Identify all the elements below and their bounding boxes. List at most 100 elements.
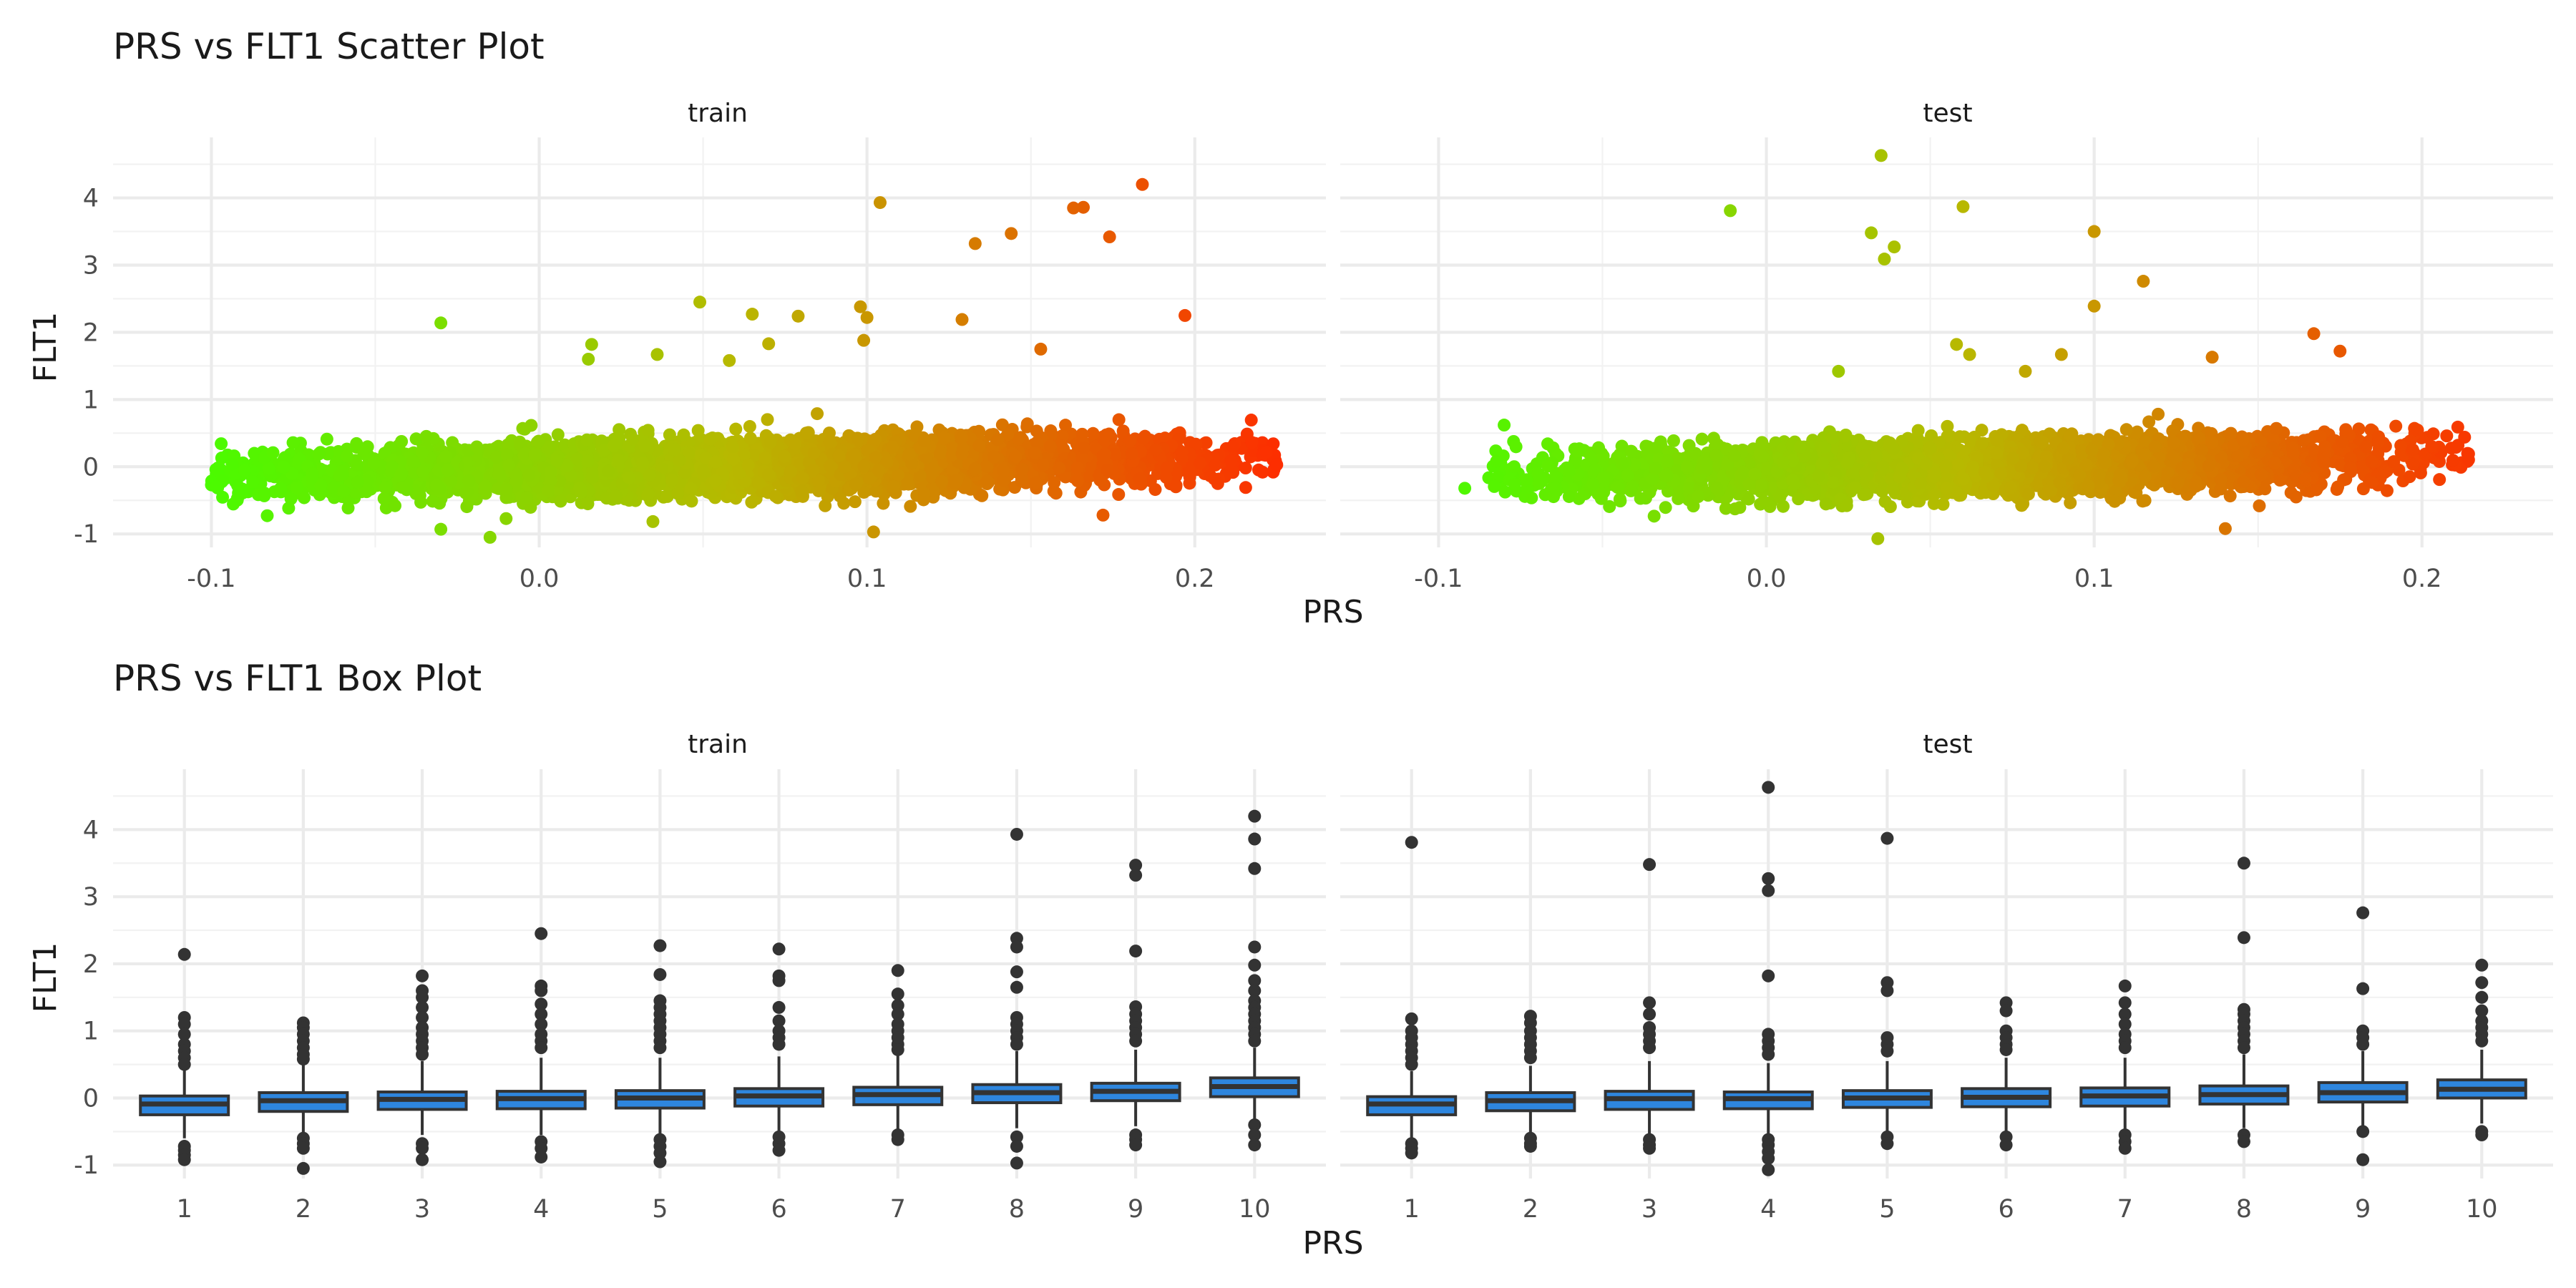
scatter-point [795, 484, 809, 498]
scatter-point [260, 509, 274, 522]
scatter-point [869, 433, 882, 447]
scatter-point [367, 456, 381, 469]
scatter-point [684, 482, 698, 495]
x-tick-label: -0.1 [187, 565, 235, 593]
x-tick-label: 0.0 [519, 565, 560, 593]
scatter-point [968, 462, 982, 476]
scatter-point [778, 449, 791, 463]
scatter-point [1125, 447, 1138, 461]
scatter-point [396, 481, 409, 494]
scatter-point [1028, 446, 1041, 459]
scatter-point [554, 494, 567, 508]
scatter-point [1160, 462, 1174, 475]
scatter-point [848, 495, 862, 509]
scatter-point [1101, 463, 1114, 477]
scatter-point [691, 424, 705, 437]
scatter-point [1667, 434, 1680, 447]
scatter-point [286, 436, 300, 449]
scatter-point [1136, 177, 1149, 191]
scatter-point [585, 471, 599, 484]
scatter-point [685, 494, 698, 508]
scatter-plot-title: PRS vs FLT1 Scatter Plot [113, 26, 545, 67]
scatter-point [1098, 449, 1111, 462]
scatter-point [1112, 413, 1126, 426]
y-tick-label: 2 [83, 318, 99, 347]
scatter-point [1029, 476, 1043, 489]
scatter-point [532, 434, 545, 448]
scatter-point [227, 497, 240, 511]
scatter-point [857, 333, 871, 347]
scatter-point [762, 337, 776, 351]
scatter-point [663, 428, 676, 441]
scatter-point [337, 484, 351, 498]
scatter-point [650, 348, 664, 361]
scatter-point [873, 196, 887, 210]
scatter-point [638, 439, 652, 453]
scatter-point [585, 338, 598, 351]
scatter-point [470, 440, 484, 454]
scatter-point [341, 501, 355, 514]
scatter-point [665, 474, 679, 487]
scatter-point [869, 451, 882, 464]
scatter-point [806, 463, 820, 477]
scatter-point [1123, 434, 1137, 447]
scatter-point [1270, 458, 1284, 472]
scatter-point [340, 449, 353, 463]
scatter-point [1226, 439, 1240, 453]
scatter-point [333, 469, 346, 482]
scatter-point [807, 446, 821, 459]
scatter-point [1015, 462, 1029, 476]
scatter-point [502, 459, 516, 472]
scatter-point [867, 525, 880, 539]
x-tick-label: 0.0 [1747, 565, 1787, 593]
scatter-point [886, 441, 899, 454]
scatter-point [246, 475, 260, 489]
scatter-point [1009, 449, 1023, 463]
scatter-point [643, 468, 657, 482]
scatter-point [745, 495, 758, 509]
y-tick-label: 0 [83, 453, 99, 482]
scatter-point [677, 428, 691, 441]
scatter-point [581, 497, 595, 511]
scatter-point [741, 459, 755, 472]
scatter-point [499, 512, 513, 525]
scatter-point [887, 480, 900, 494]
scatter-point [573, 481, 587, 494]
scatter-point [1070, 461, 1084, 474]
scatter-point [849, 477, 862, 491]
scatter-point [857, 459, 871, 473]
scatter-point [789, 437, 802, 451]
scatter-point [543, 440, 557, 454]
scatter-point [1100, 428, 1113, 441]
scatter-point [1183, 477, 1196, 490]
scatter-point [623, 471, 636, 484]
scatter-point [1103, 230, 1116, 244]
y-tick-label: 3 [83, 251, 99, 280]
scatter-point [723, 353, 736, 367]
scatter-point [1020, 420, 1034, 434]
scatter-point [389, 499, 402, 512]
scatter-point [351, 475, 364, 489]
scatter-point [1245, 436, 1259, 449]
scatter-point [612, 454, 625, 467]
scatter-point [306, 470, 319, 484]
scatter-point [215, 452, 228, 465]
scatter-point [935, 474, 949, 488]
scatter-point [551, 428, 565, 441]
scatter-point [609, 489, 623, 503]
scatter-point [1034, 342, 1048, 356]
x-tick-label: 0.2 [2402, 565, 2442, 593]
scatter-point [1044, 439, 1058, 453]
scatter-strip-test: test [1923, 99, 1972, 128]
scatter-point [2440, 429, 2454, 443]
scatter-point [518, 422, 532, 436]
scatter-point [1077, 441, 1091, 454]
scatter-point [799, 426, 813, 440]
scatter-point [1048, 476, 1061, 489]
x-tick-label: 0.1 [847, 565, 887, 593]
scatter-point [499, 482, 513, 496]
scatter-point [950, 473, 964, 487]
scatter-point [582, 352, 595, 366]
